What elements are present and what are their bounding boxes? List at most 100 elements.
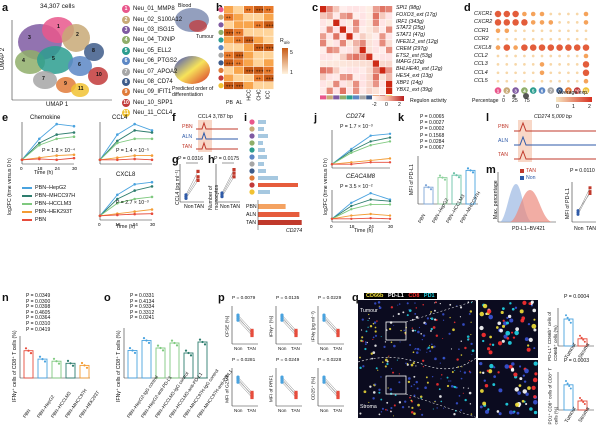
- j-xtick: 18: [349, 224, 355, 229]
- e-cxcl8-xtick: 24: [133, 222, 139, 227]
- dotplot-gene-label: CCR1: [474, 27, 489, 34]
- d-avg-tick-2: 2: [588, 104, 591, 110]
- cluster-legend-label: Neu_03_ISG15: [133, 26, 175, 33]
- k-pvalue: P = 0.0067: [420, 144, 445, 151]
- dotplot-dot: [496, 79, 500, 83]
- e-cxcl8-xtick: 30: [150, 222, 156, 227]
- ifng-antipdl1-bars: [123, 328, 208, 379]
- regulon-cell: [372, 19, 379, 26]
- p-plot-xcat: TAN: [333, 408, 342, 413]
- e-cxcl8-series-point: [116, 197, 119, 201]
- dotplot-dot: [503, 44, 511, 51]
- q-cell-signal: [450, 384, 454, 388]
- regulon-gene-label: BHLHE40_ext (12g): [396, 66, 443, 73]
- q-cell-signal: [377, 301, 381, 304]
- regulon-cell: [333, 12, 340, 20]
- inset-blood-label: Blood: [178, 3, 192, 9]
- q-cell-signal: [392, 315, 395, 317]
- q-zoom-signal: [479, 362, 483, 366]
- q-zoom-signal: [502, 319, 505, 322]
- ro-e-cell: [264, 13, 274, 21]
- q-cell-signal: [376, 320, 378, 322]
- e-ccl4-series-line: [99, 123, 153, 161]
- umap-y-label: UMAP 2: [0, 47, 7, 71]
- ro-e-mark: +++: [236, 84, 244, 89]
- q-point-stroma: [580, 336, 583, 339]
- j-ceacam8-series-point: [388, 200, 392, 203]
- i-bar: [258, 134, 268, 138]
- regulon-cell: [346, 19, 353, 26]
- regulon-cell: [359, 26, 366, 33]
- j-ceacam8-series-line: [331, 192, 391, 220]
- o-pvalue: P = 0.3312: [130, 309, 155, 316]
- q-zoom-signal: [500, 310, 504, 315]
- j-ceacam8-series-point: [388, 203, 392, 206]
- f-row-pbn: PBN: [182, 124, 193, 130]
- ro-e-mark: ++: [266, 8, 272, 13]
- b-legend-title: Ro/e: [280, 38, 290, 46]
- q-cell-signal: [439, 303, 441, 305]
- regulon-cell: [359, 67, 366, 74]
- regulon-cell: [320, 80, 327, 88]
- regulon-cell: [346, 40, 353, 47]
- q-cell-signal: [387, 387, 389, 389]
- e-ccl4-series-point: [150, 131, 154, 134]
- q-zoom-signal: [495, 326, 499, 329]
- dotplot-dot: [514, 71, 517, 75]
- q-cell-signal: [439, 362, 441, 364]
- j-ceacam8-series-point: [369, 212, 372, 216]
- e-pval-cxcl8: P = 2.7 × 10⁻³: [116, 200, 149, 206]
- dotplot-dot: [514, 29, 517, 33]
- panel-d: d CXCR1 CXCR2 CCR1 CCR2 CXCL8 CCL2 CCL3 CCL4 CCL…: [464, 0, 600, 110]
- umap-cluster-10: [88, 67, 108, 85]
- j-ceacam8-series-point: [350, 204, 353, 208]
- q-roi-stroma: [385, 375, 407, 395]
- o-point: [175, 344, 179, 347]
- q-cell-signal: [415, 307, 418, 309]
- q-point-stroma: [583, 340, 586, 343]
- e-ccl4-series-point: [150, 154, 154, 157]
- q-point-tumour: [565, 314, 567, 317]
- p-pair-line: [281, 380, 297, 395]
- d-average-bar: [556, 97, 592, 102]
- o-ylabel: IFNγ⁺ cells of CD8⁺ T cells (%): [116, 330, 122, 402]
- regulon-cell: [339, 80, 346, 88]
- q-region-stroma: Stroma: [360, 404, 377, 410]
- j-cd274-series-point: [388, 132, 392, 135]
- dotplot-dot: [505, 71, 509, 75]
- l-title: CD274 5,000 bp: [534, 114, 572, 120]
- q-cell-signal: [434, 400, 436, 403]
- q-cell-signal: [453, 321, 456, 324]
- regulon-cell: [346, 46, 353, 54]
- regulon-cell: [333, 26, 340, 33]
- panel-l: l CD274 5,000 bp PBN ALN TAN: [486, 112, 600, 164]
- b-col-icc: ICC: [265, 90, 272, 100]
- ro-e-cell: [224, 28, 234, 36]
- g-point-tan: [196, 178, 200, 182]
- q-zoom-signal: [504, 364, 510, 369]
- j-xlabel: Time (h): [354, 228, 374, 234]
- ro-e-cell: [254, 66, 264, 74]
- q-cell-signal: [470, 321, 472, 323]
- panel-j: j 0 18 24 30 CD274 P = 1.7 × 10⁻³ CEACAM8 P…: [314, 112, 398, 236]
- p-plot-ylabel: IFNγ⁺ (%): [269, 315, 275, 338]
- j-ceacam8-series-point: [369, 198, 372, 201]
- m-pval: P = 0.0110: [570, 168, 595, 174]
- q-zoom-signal: [522, 389, 528, 394]
- p-pair-line: [281, 382, 297, 398]
- j-cd274-series-point: [388, 136, 392, 139]
- regulon-gene-label: IRF1 (343g): [396, 18, 424, 25]
- p-point-non: [322, 313, 326, 317]
- regulon-cell: [366, 87, 373, 94]
- q-point-stroma: [579, 397, 581, 399]
- regulon-cell: [320, 67, 327, 74]
- p-plot-xcat: Non: [320, 408, 329, 413]
- q-point-tumour: [566, 382, 569, 385]
- dotplot-cluster-dot: [565, 87, 572, 94]
- regulon-cell: [339, 12, 346, 20]
- g-point-non: [184, 193, 188, 197]
- q-cell-signal: [369, 324, 373, 328]
- n-pvalues: P = 0.0349 P = 0.0300 P = 0.0398 P = 0.4605…: [26, 293, 50, 333]
- q-zoom-signal: [482, 339, 485, 343]
- q-cell-signal: [361, 336, 364, 339]
